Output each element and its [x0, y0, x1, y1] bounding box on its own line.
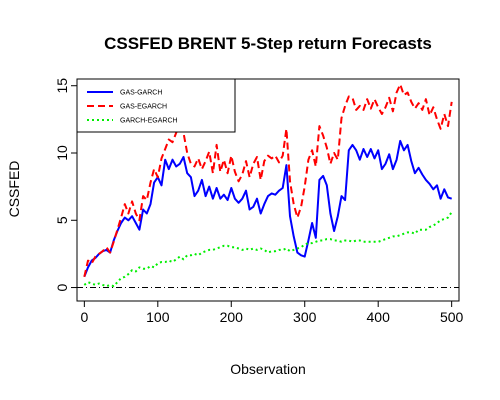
legend-label-1: GAS-EGARCH	[120, 104, 167, 111]
x-tick-label-2: 200	[220, 309, 244, 325]
legend-label-2: GARCH-EGARCH	[120, 118, 178, 125]
series-line-2	[84, 212, 451, 286]
legend-label-0: GAS-GARCH	[120, 90, 162, 97]
y-tick-label-3: 15	[54, 78, 70, 94]
x-tick-label-5: 500	[440, 309, 464, 325]
y-tick-label-2: 10	[54, 145, 70, 161]
x-tick-label-4: 400	[367, 309, 391, 325]
chart-title: CSSFED BRENT 5-Step return Forecasts	[104, 34, 432, 53]
y-axis-label: CSSFED	[6, 161, 22, 218]
x-tick-label-3: 300	[293, 309, 317, 325]
x-tick-label-0: 0	[80, 309, 88, 325]
y-tick-label-0: 0	[54, 283, 70, 291]
series-line-0	[84, 141, 451, 277]
y-tick-label-1: 5	[54, 216, 70, 224]
x-axis-label: Observation	[230, 361, 305, 377]
x-tick-label-1: 100	[146, 309, 170, 325]
legend: GAS-GARCH GAS-EGARCH GARCH-EGARCH	[77, 79, 235, 132]
